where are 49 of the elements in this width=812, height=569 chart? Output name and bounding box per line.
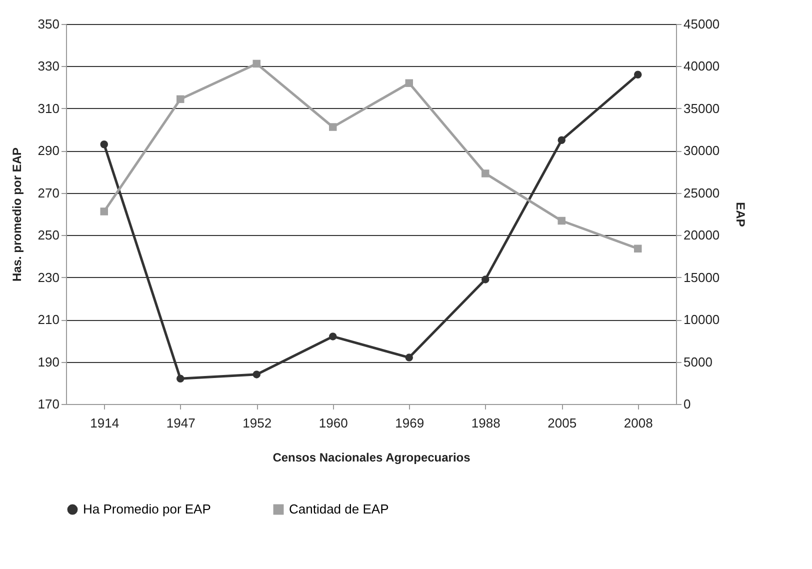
point bbox=[482, 276, 490, 284]
x-tick-label: 1988 bbox=[471, 416, 500, 430]
y-tick-label: 350 bbox=[38, 16, 60, 32]
legend-label: Cantidad de EAP bbox=[289, 502, 389, 517]
y-tick-label: 330 bbox=[38, 58, 60, 74]
x-tick-label: 1952 bbox=[242, 416, 272, 430]
y-tick-label: 290 bbox=[38, 143, 60, 158]
y-tick-label: 170 bbox=[38, 396, 60, 412]
point bbox=[558, 216, 566, 225]
y-tick-label: 190 bbox=[38, 354, 60, 370]
point bbox=[405, 354, 413, 362]
point bbox=[482, 170, 490, 178]
point bbox=[329, 123, 337, 131]
legend-label: Ha Promedio por EAP bbox=[83, 502, 211, 517]
x-tick-label: 1914 bbox=[90, 416, 120, 430]
point bbox=[329, 332, 337, 340]
point bbox=[176, 374, 184, 383]
x-axis-title: Censos Nacionales Agropecuarios bbox=[272, 450, 471, 464]
y-tick-label: 270 bbox=[38, 185, 60, 200]
y2-tick-label: 5000 bbox=[684, 354, 712, 370]
x-tick-label: 1969 bbox=[395, 416, 424, 430]
point bbox=[634, 70, 642, 79]
point bbox=[634, 244, 642, 252]
y2-tick-label: 45000 bbox=[684, 16, 720, 32]
y2-tick-label: 10000 bbox=[684, 312, 720, 328]
y2-axis-title: EAP bbox=[734, 202, 748, 227]
y2-tick-label: 30000 bbox=[684, 143, 720, 158]
y-tick-label: 250 bbox=[38, 228, 60, 243]
point bbox=[100, 208, 108, 216]
x-tick-label: 1960 bbox=[318, 416, 348, 430]
point bbox=[100, 140, 108, 148]
y2-tick-label: 0 bbox=[684, 396, 691, 412]
y2-tick-label: 40000 bbox=[684, 58, 720, 74]
y-tick-label: 230 bbox=[38, 270, 60, 285]
y2-tick-label: 35000 bbox=[684, 100, 720, 116]
y2-tick-label: 15000 bbox=[684, 270, 720, 285]
x-tick-label: 2005 bbox=[548, 416, 577, 430]
y2-tick-label: 20000 bbox=[684, 228, 720, 243]
y-axis-title: Has. promedio por EAP bbox=[10, 147, 24, 282]
point bbox=[405, 79, 413, 87]
point bbox=[558, 136, 566, 144]
y2-tick-label: 25000 bbox=[684, 185, 720, 200]
point bbox=[252, 60, 260, 68]
point bbox=[176, 95, 184, 104]
point bbox=[252, 370, 260, 378]
y-tick-label: 210 bbox=[38, 312, 60, 328]
x-tick-label: 2008 bbox=[624, 416, 653, 430]
y-tick-label: 310 bbox=[38, 100, 60, 116]
x-tick-label: 1947 bbox=[166, 416, 196, 430]
